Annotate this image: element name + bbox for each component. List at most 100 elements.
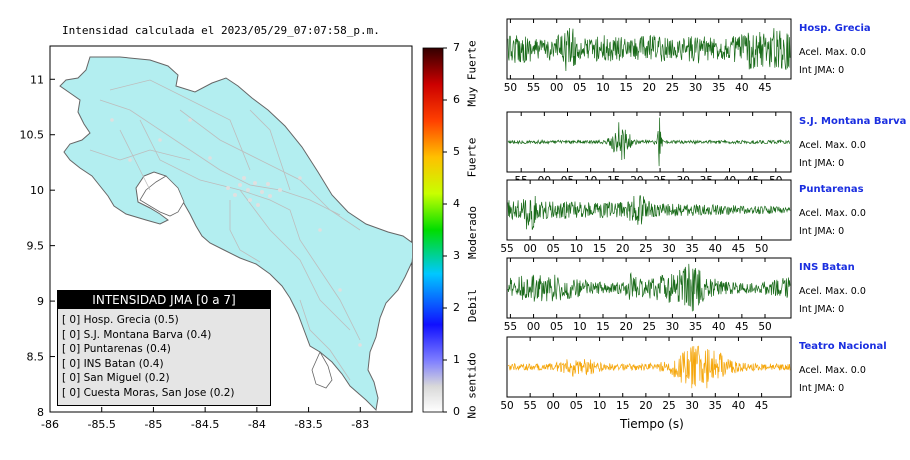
seismogram-tick-label: 45: [755, 400, 768, 412]
intensity-legend: INTENSIDAD JMA [0 a 7] [ 0] Hosp. Grecia…: [57, 290, 271, 406]
station-accel: Acel. Max. 0.0: [799, 286, 866, 297]
legend-item-name: Cuesta Moras, San Jose (0.2): [83, 386, 235, 399]
seismogram-trace: [507, 117, 790, 167]
seismogram-tick-label: 55: [500, 243, 513, 255]
station-intensity: Int JMA: 0: [799, 65, 845, 76]
colorbar-tick-label: 3: [453, 249, 460, 262]
seismogram-tick-label: 40: [735, 82, 748, 94]
seismogram-tick-label: 35: [685, 243, 698, 255]
legend-item-name: S.J. Montana Barva (0.4): [83, 328, 212, 341]
legend-item-name: San Miguel (0.2): [83, 372, 170, 384]
city-markers: [110, 118, 362, 347]
map-ytick-label: 10: [30, 184, 44, 197]
colorbar-ticks: [443, 47, 447, 413]
legend-item-intensity: [ 0]: [62, 343, 84, 355]
seismogram-tick-label: 45: [732, 243, 745, 255]
station-accel: Acel. Max. 0.0: [799, 47, 866, 58]
seismogram-tick-label: 50: [758, 321, 771, 333]
legend-item: [ 0] S.J. Montana Barva (0.4): [62, 328, 270, 343]
map-ytick-label: 9.5: [27, 240, 45, 253]
seismogram-tick-label: 20: [643, 82, 656, 94]
seismogram-tick-label: 30: [662, 243, 675, 255]
seismogram-trace: [507, 27, 791, 72]
legend-item: [ 0] INS Batan (0.4): [62, 357, 270, 372]
seismogram-tick-label: 40: [709, 243, 722, 255]
seismogram-tick-label: 25: [639, 243, 652, 255]
colorbar-tick-label: 1: [453, 353, 460, 366]
seismogram-tick-label: 55: [504, 321, 517, 333]
seismogram-panel: 50 55 00 05 10 15 20 25 30 35 40 45: [500, 336, 792, 412]
seismogram-tick-label: 50: [500, 400, 513, 412]
seismogram-trace: [507, 195, 791, 230]
station-name: INS Batan: [799, 262, 855, 273]
seismogram-tick-label: 55: [527, 82, 540, 94]
map-xtick-label: -86: [41, 418, 59, 431]
seismogram-tick-label: 05: [547, 243, 560, 255]
map-xtick-label: -85.5: [87, 418, 115, 431]
map-ytick-label: 8: [37, 406, 44, 419]
seismogram-trace: [507, 345, 791, 389]
legend-item-intensity: [ 0]: [62, 372, 84, 384]
seismogram-tick-label: 50: [755, 243, 768, 255]
legend-item-intensity: [ 0]: [62, 328, 84, 341]
seismogram-tick-label: 05: [573, 82, 586, 94]
legend-title: INTENSIDAD JMA [0 a 7]: [58, 291, 270, 309]
seismogram-tick-label: 45: [735, 321, 748, 333]
station-name: Hosp. Grecia: [799, 23, 871, 34]
station-intensity: Int JMA: 0: [799, 226, 845, 237]
station-intensity: Int JMA: 0: [799, 383, 845, 394]
seismogram-tick-label: 05: [570, 400, 583, 412]
map-ytick-label: 10.5: [20, 129, 45, 142]
seismogram-panels: 50 55 00 05 10 15 20 25 30 35 40 45 55 00 05 10 15 20 25 30…: [500, 18, 792, 412]
colorbar-category-label: Muy Fuerte: [465, 39, 479, 107]
seismogram-tick-label: 20: [639, 400, 652, 412]
legend-item-name: Puntarenas (0.4): [83, 343, 171, 355]
legend-item-intensity: [ 0]: [62, 386, 84, 399]
seismogram-panel: 50 55 00 05 10 15 20 25 30 35 40 45: [504, 18, 792, 94]
seismogram-tick-label: 20: [616, 243, 629, 255]
seismogram-tick-label: 15: [593, 243, 606, 255]
seismogram-tick-label: 05: [550, 321, 563, 333]
seismogram-tick-label: 55: [523, 400, 536, 412]
map-axis-ticks: -86 -85.5 -85 -84.5 -84 -83.5 -83 8 8.5 9 9.5 10 10.…: [20, 73, 370, 431]
seismogram-tick-label: 25: [643, 321, 656, 333]
seismogram-tick-label: 00: [550, 82, 563, 94]
colorbar-category-label: No sentido: [465, 351, 479, 419]
colorbar-tick-label: 0: [453, 405, 460, 418]
seismogram-tick-label: 15: [616, 400, 629, 412]
colorbar-category-label: Moderado: [465, 205, 479, 259]
station-accel: Acel. Max. 0.0: [799, 365, 866, 376]
station-name: Puntarenas: [799, 184, 864, 195]
legend-item-intensity: [ 0]: [62, 357, 84, 370]
legend-item: [ 0] Hosp. Grecia (0.5): [62, 313, 270, 328]
seismogram-tick-label: 45: [758, 82, 771, 94]
seismogram-trace: [507, 263, 791, 312]
colorbar-category-label: Debil: [465, 288, 479, 322]
map-ytick-label: 9: [37, 295, 44, 308]
legend-item: [ 0] Cuesta Moras, San Jose (0.2): [62, 386, 270, 401]
seismogram-frame: [506, 179, 792, 241]
seismogram-tick-label: 35: [709, 400, 722, 412]
seismogram-tick-label: 25: [666, 82, 679, 94]
seismogram-tick-label: 50: [504, 82, 517, 94]
x-axis-label: Tiempo (s): [620, 417, 684, 431]
legend-item: [ 0] Puntarenas (0.4): [62, 342, 270, 357]
page-title: Intensidad calculada el 2023/05/29_07:07…: [62, 24, 380, 37]
legend-item-name: INS Batan (0.4): [83, 357, 164, 370]
seismogram-tick-label: 40: [732, 400, 745, 412]
seismogram-tick-label: 00: [527, 321, 540, 333]
station-accel: Acel. Max. 0.0: [799, 140, 866, 151]
seismogram-tick-label: 00: [547, 400, 560, 412]
map-ytick-label: 11: [30, 73, 44, 86]
station-accel: Acel. Max. 0.0: [799, 208, 866, 219]
colorbar-tick-label: 6: [453, 93, 460, 106]
seismogram-tick-label: 30: [666, 321, 679, 333]
station-name: Teatro Nacional: [799, 341, 887, 352]
colorbar-tick-label: 5: [453, 145, 460, 158]
seismogram-tick-label: 20: [619, 321, 632, 333]
seismogram-tick-label: 10: [570, 243, 583, 255]
